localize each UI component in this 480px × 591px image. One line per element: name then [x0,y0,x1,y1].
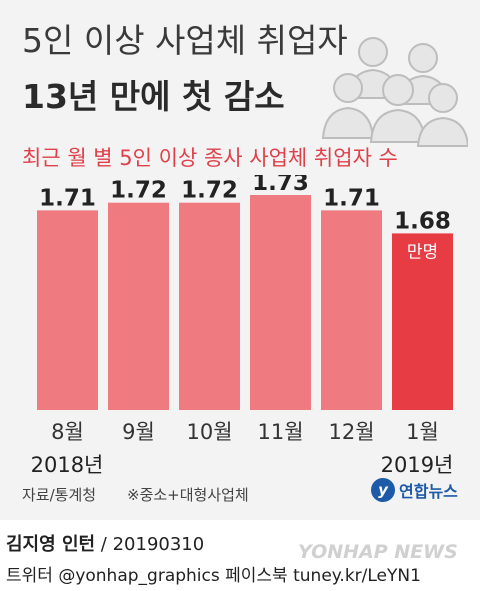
x-tick-label-9월: 9월 [122,420,155,444]
credit-date: / 20190310 [95,534,205,555]
year-label-2019: 2019년 [380,453,454,477]
year-label-2018: 2018년 [30,453,104,477]
value-label-12월: 1.71 [323,185,380,211]
x-tick-label-10월: 10월 [186,420,233,444]
x-tick-label-8월: 8월 [51,420,84,444]
value-label-1월: 1.68 [394,208,451,234]
bar-11월 [250,195,311,410]
value-label-10월: 1.72 [181,178,238,204]
bar-10월 [179,202,240,410]
source-text: 자료/통계청 [22,486,97,504]
unit-label: 만명 [407,242,438,262]
value-label-8월: 1.71 [39,185,96,211]
bar-12월 [321,210,382,410]
bar-8월 [37,210,98,410]
title-line-2: 13년 만에 첫 감소 [22,77,285,116]
logo-text: 연합뉴스 [399,482,458,501]
note-text: ※중소+대형사업체 [127,486,249,504]
value-label-9월: 1.72 [110,178,167,204]
chart-subtitle: 최근 월 별 5인 이상 종사 사업체 취업자 수 [22,146,398,170]
x-tick-label-12월: 12월 [328,420,375,444]
x-tick-label-11월: 11월 [257,420,304,444]
credit-name: 김지영 인턴 [6,534,96,555]
watermark: YONHAP NEWS [298,541,458,563]
value-label-11월: 1.73 [252,175,309,196]
yonhap-logo-icon: y [371,478,395,502]
bar-9월 [108,202,169,410]
yonhap-logo: y 연합뉴스 [371,478,458,502]
people-crowd-icon [321,37,468,147]
x-tick-label-1월: 1월 [406,420,439,444]
credit-line: 김지영 인턴 / 20190310 [6,530,204,556]
title-line-1: 5인 이상 사업체 취업자 [22,21,348,60]
bar-chart: 1.71 1.72 1.72 1.73 1.71 1.68 만명 [37,175,453,410]
bar-1월 [392,233,453,410]
social-line: 트위터 @yonhap_graphics 페이스북 tuney.kr/LeYN1 [6,566,421,586]
